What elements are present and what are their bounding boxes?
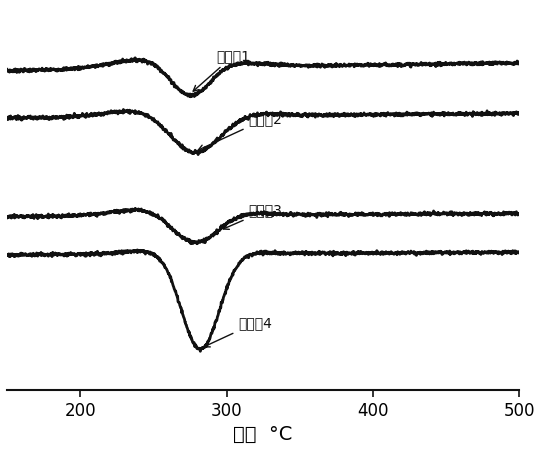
Text: 实施例3: 实施例3 — [223, 204, 282, 230]
Text: 实施例4: 实施例4 — [204, 316, 272, 347]
X-axis label: 温度  °C: 温度 °C — [234, 425, 293, 444]
Text: 实施例2: 实施例2 — [198, 112, 282, 150]
Text: 实施例1: 实施例1 — [193, 49, 250, 91]
